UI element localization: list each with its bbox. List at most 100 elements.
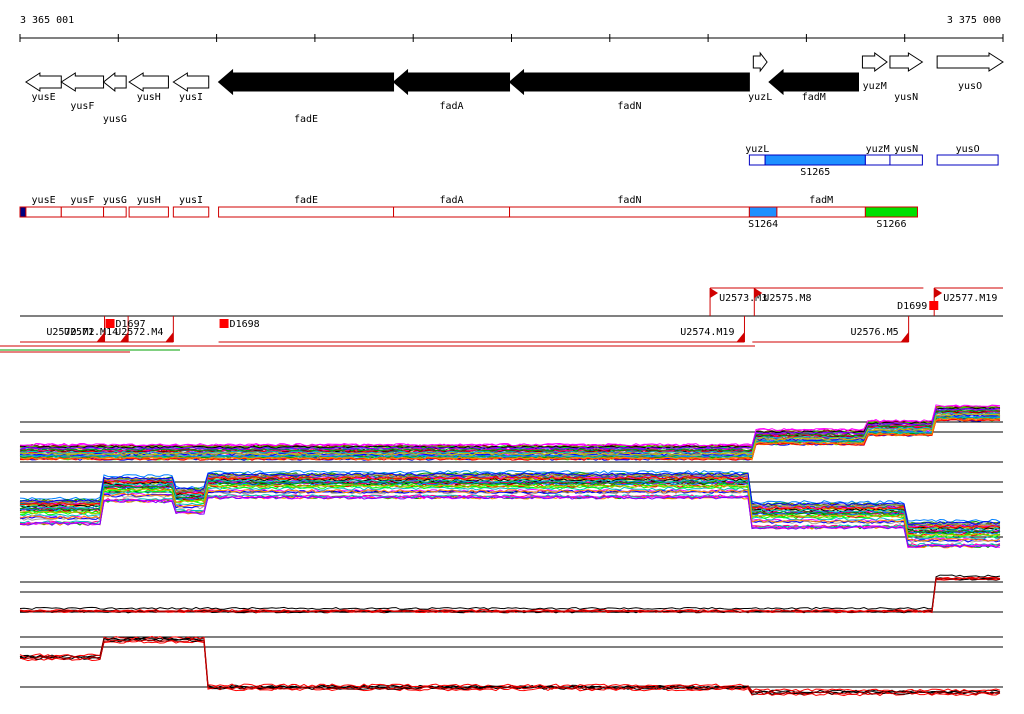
red-track-block-fadE[interactable] bbox=[218, 206, 395, 218]
red-track-label-fadE: fadE bbox=[294, 195, 318, 206]
expression-profile-line bbox=[19, 489, 1001, 542]
downshift-label-D1697: D1697 bbox=[116, 319, 146, 330]
gene-arrow-yuzL[interactable] bbox=[752, 51, 768, 73]
segment-flag-icon bbox=[165, 332, 174, 342]
red-track-label-yusI: yusI bbox=[179, 195, 203, 206]
expression-profile-line bbox=[19, 407, 1001, 450]
segment-label-U2572.M4: U2572.M4 bbox=[115, 327, 163, 338]
gene-label-yusE: yusE bbox=[32, 92, 56, 103]
expression-profile-line bbox=[19, 480, 1001, 534]
expression-profile-line bbox=[19, 417, 1001, 460]
red-track-block-yusE[interactable] bbox=[25, 206, 62, 218]
gene-annotation-track: yusE yusF yusG yusH yusI fadE fadA fadN yuzL fadM… bbox=[24, 51, 1004, 125]
expression-profile-line bbox=[19, 635, 1001, 693]
expression-profile-line bbox=[19, 638, 1000, 695]
blue-transcript-track: yuzL S1265 yuzM yusN yusO bbox=[745, 144, 999, 178]
expression-profile-line bbox=[19, 483, 1001, 537]
blue-track-label-S1265: S1265 bbox=[800, 167, 830, 178]
red-track-block-fadM[interactable] bbox=[776, 206, 866, 218]
expression-profile-line bbox=[19, 404, 1001, 447]
red-track-block[interactable] bbox=[19, 206, 27, 218]
coordinate-ruler: 3 365 001 3 375 000 bbox=[19, 15, 1004, 42]
gene-arrow-fadE[interactable] bbox=[217, 68, 395, 96]
segment-flag-icon bbox=[710, 288, 719, 298]
gene-label-yusO: yusO bbox=[958, 81, 982, 92]
gene-arrow-yusG[interactable] bbox=[102, 71, 127, 93]
gene-arrow-yusI[interactable] bbox=[172, 72, 210, 92]
expression-profile-track bbox=[19, 404, 1003, 697]
downshift-label-D1698: D1698 bbox=[230, 319, 260, 330]
segment-flag-icon bbox=[754, 288, 763, 298]
downshift-marker-D1697[interactable] bbox=[105, 319, 115, 328]
gene-label-yusG: yusG bbox=[103, 114, 127, 125]
gene-label-yusI: yusI bbox=[179, 92, 203, 103]
downshift-marker-D1698[interactable] bbox=[219, 319, 229, 328]
red-track-label-fadM: fadM bbox=[809, 195, 833, 206]
blue-track-block-yuzM[interactable] bbox=[864, 154, 891, 166]
gene-label-fadM: fadM bbox=[802, 92, 826, 103]
red-track-block-yusI[interactable] bbox=[172, 206, 210, 218]
segment-label-U2574.M19: U2574.M19 bbox=[680, 327, 734, 338]
coordinate-start-label: 3 365 001 bbox=[20, 15, 74, 26]
red-track-label-fadA: fadA bbox=[439, 195, 463, 206]
red-track-label-yusE: yusE bbox=[32, 195, 56, 206]
blue-track-block-yuzL[interactable] bbox=[748, 154, 766, 166]
downshift-label-D1699: D1699 bbox=[897, 301, 927, 312]
segment-flag-icon bbox=[120, 332, 129, 342]
segment-label-U2577.M19: U2577.M19 bbox=[943, 293, 997, 304]
segment-label-U2576.M5: U2576.M5 bbox=[850, 327, 898, 338]
red-track-label-yusH: yusH bbox=[137, 195, 161, 206]
red-track-block-yusF[interactable] bbox=[60, 206, 105, 218]
red-track-block-yusG[interactable] bbox=[103, 206, 127, 218]
red-track-block-fadN[interactable] bbox=[509, 206, 750, 218]
expression-profile-line bbox=[19, 486, 1001, 540]
red-track-label-S1266: S1266 bbox=[876, 219, 906, 230]
gene-arrow-fadN[interactable] bbox=[508, 68, 750, 96]
blue-track-block-yusO[interactable] bbox=[936, 154, 999, 166]
red-track-label-S1264: S1264 bbox=[748, 219, 778, 230]
gene-arrow-yusF[interactable] bbox=[60, 72, 105, 92]
gene-label-yuzM: yuzM bbox=[863, 81, 887, 92]
segment-flag-icon bbox=[900, 332, 909, 342]
expression-profile-line bbox=[19, 475, 1001, 529]
segment-label-U2573.M3: U2573.M3 bbox=[719, 293, 767, 304]
red-transcript-track: yusE yusF yusG yusH yusI fadE fadA fadN S1264 fad… bbox=[19, 195, 918, 230]
expression-profile-line bbox=[19, 574, 1001, 610]
red-track-block-S1266[interactable] bbox=[864, 206, 918, 218]
downshift-marker-D1699[interactable] bbox=[929, 301, 939, 310]
segment-flag-icon bbox=[96, 332, 105, 342]
gene-arrow-yusO[interactable] bbox=[936, 52, 1004, 72]
expression-profile-line bbox=[19, 478, 1001, 532]
red-track-label-fadN: fadN bbox=[617, 195, 641, 206]
blue-track-block-yusN[interactable] bbox=[889, 154, 923, 166]
coordinate-end-label: 3 375 000 bbox=[947, 15, 1001, 26]
red-track-block-yusH[interactable] bbox=[128, 206, 169, 218]
gene-arrow-yusE[interactable] bbox=[24, 72, 62, 92]
gene-arrow-fadM[interactable] bbox=[768, 68, 859, 96]
expression-profile-line bbox=[19, 577, 1001, 613]
gene-arrow-yusH[interactable] bbox=[128, 72, 169, 92]
expression-profile-line bbox=[19, 577, 1001, 613]
gene-label-fadA: fadA bbox=[439, 101, 463, 112]
segment-flag-icon bbox=[934, 288, 943, 298]
blue-track-label-yuzL: yuzL bbox=[745, 144, 769, 155]
expression-profile-line bbox=[19, 636, 1001, 694]
expression-profile-line bbox=[19, 495, 1000, 548]
gene-arrow-yusN[interactable] bbox=[889, 52, 924, 72]
gene-label-fadN: fadN bbox=[617, 101, 641, 112]
segment-flag-icon bbox=[736, 332, 745, 342]
red-track-block-S1264[interactable] bbox=[748, 206, 778, 218]
red-track-block-fadA[interactable] bbox=[393, 206, 511, 218]
gene-arrow-yuzM[interactable] bbox=[861, 52, 888, 72]
gene-label-fadE: fadE bbox=[294, 114, 318, 125]
blue-track-label-yusO: yusO bbox=[956, 144, 980, 155]
red-track-label-yusG: yusG bbox=[103, 195, 127, 206]
expression-profile-line bbox=[19, 489, 1001, 543]
gene-label-yusF: yusF bbox=[70, 101, 94, 112]
gene-arrow-fadA[interactable] bbox=[392, 68, 511, 96]
red-track-label-yusF: yusF bbox=[70, 195, 94, 206]
blue-track-block-S1265[interactable] bbox=[764, 154, 866, 166]
gene-label-yuzL: yuzL bbox=[748, 92, 772, 103]
